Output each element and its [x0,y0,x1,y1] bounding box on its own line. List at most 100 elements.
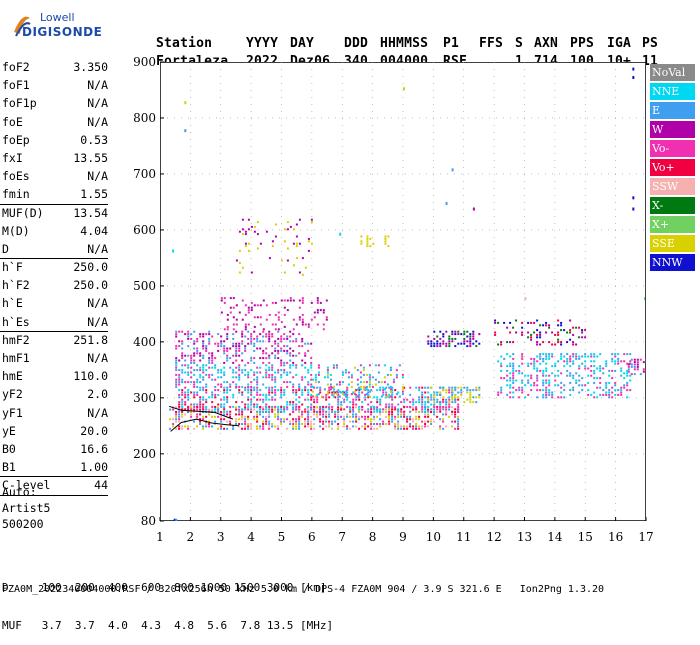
muf-distance-table: D 100 200 400 600 800 1000 1500 3000 [km… [2,557,333,645]
param-label: fxI [2,151,23,165]
param-label: foEs [2,169,30,183]
auto-label: Auto: [2,484,50,500]
param-value: N/A [87,296,108,310]
param-row-hf: h`F 250.0 [0,260,115,278]
param-row-foep: foEp 0.53 [0,133,115,151]
param-label: foF1 [2,78,30,92]
param-value: 250.0 [73,278,108,292]
param-value: 13.54 [73,206,108,220]
param-value: 44 [94,478,108,492]
header-label: PS [642,36,658,51]
muf-row: MUF 3.7 3.7 4.0 4.3 4.8 5.6 7.8 13.5 [MH… [2,620,333,633]
x-tick-label: 1 [156,530,164,544]
header-label: DDD [344,36,368,51]
param-row-fof2: foF2 3.350 [0,60,115,78]
param-value: N/A [87,351,108,365]
param-row-mufd: MUF(D) 13.54 [0,206,115,224]
y-tick-label: 700 [133,167,156,181]
header-label: AXN [534,36,558,51]
param-row-md: M(D)4.04 [0,224,115,242]
param-value: 13.55 [73,151,108,165]
param-label: foF1p [2,96,37,110]
param-label: B0 [2,442,16,456]
x-tick-label: 8 [369,530,377,544]
param-label: foEp [2,133,30,147]
param-value: 3.350 [73,60,108,74]
legend-item-nnw: NNW [650,254,695,271]
x-tick-label: 3 [217,530,225,544]
param-label: M(D) [2,224,30,238]
y-tick-label: 200 [133,447,156,461]
auto-program: Artist5 [2,500,50,516]
param-label: foF2 [2,60,30,74]
x-tick-label: 10 [426,530,441,544]
param-value: 2.0 [87,387,108,401]
legend-item-e: E [650,102,695,119]
param-value: 250.0 [73,260,108,274]
y-tick-label: 80 [141,514,156,528]
param-label: yF1 [2,406,23,420]
legend-item-vo: Vo+ [650,159,695,176]
param-label: MUF(D) [2,206,44,220]
param-row-fof1: foF1 N/A [0,78,115,96]
auto-version: 500200 [2,516,50,532]
param-row-yf1: yF1 N/A [0,406,115,424]
legend-item-sse: SSE [650,235,695,252]
y-tick-label: 300 [133,391,156,405]
param-label: h`Es [2,315,30,329]
y-tick-label: 400 [133,335,156,349]
param-value: N/A [87,78,108,92]
legend-item-noval: NoVal [650,64,695,81]
param-value: 1.00 [80,460,108,474]
param-row-fxi: fxI 13.55 [0,151,115,169]
header-label: PPS [570,36,594,51]
x-tick-label: 17 [638,530,653,544]
y-tick-label: 600 [133,223,156,237]
param-value: N/A [87,406,108,420]
x-tick-label: 7 [338,530,346,544]
x-tick-label: 13 [517,530,532,544]
x-tick-label: 16 [608,530,623,544]
param-label: yE [2,424,16,438]
lowell-digisonde-logo: Lowell DIGISONDE [8,8,78,40]
logo-text-digisonde: DIGISONDE [22,25,102,39]
legend-item-vo: Vo- [650,140,695,157]
param-value: N/A [87,315,108,329]
x-tick-label: 4 [247,530,255,544]
param-label: h`E [2,296,23,310]
header-label: P1 [443,36,459,51]
param-value: 0.53 [80,133,108,147]
header-label: S [515,36,523,51]
x-tick-label: 11 [456,530,471,544]
x-tick-label: 5 [278,530,286,544]
param-value: N/A [87,115,108,129]
param-value: 110.0 [73,369,108,383]
header-label: DAY [290,36,314,51]
param-value: 20.0 [80,424,108,438]
param-label: B1 [2,460,16,474]
header-label: FFS [479,36,503,51]
x-tick-label: 12 [486,530,501,544]
x-tick-label: 9 [399,530,407,544]
header-label: IGA [607,36,631,51]
header-label: YYYY [246,36,278,51]
param-value: N/A [87,169,108,183]
param-value: 251.8 [73,333,108,347]
legend-item-x: X- [650,197,695,214]
x-tick-label: 14 [547,530,563,544]
y-tick-label: 500 [133,279,156,293]
x-tick-label: 15 [578,530,593,544]
param-value: 1.55 [80,187,108,201]
param-label: h`F [2,260,23,274]
autoscaling-info: Auto: Artist5 500200 [2,484,50,532]
legend-item-ssw: SSW [650,178,695,195]
